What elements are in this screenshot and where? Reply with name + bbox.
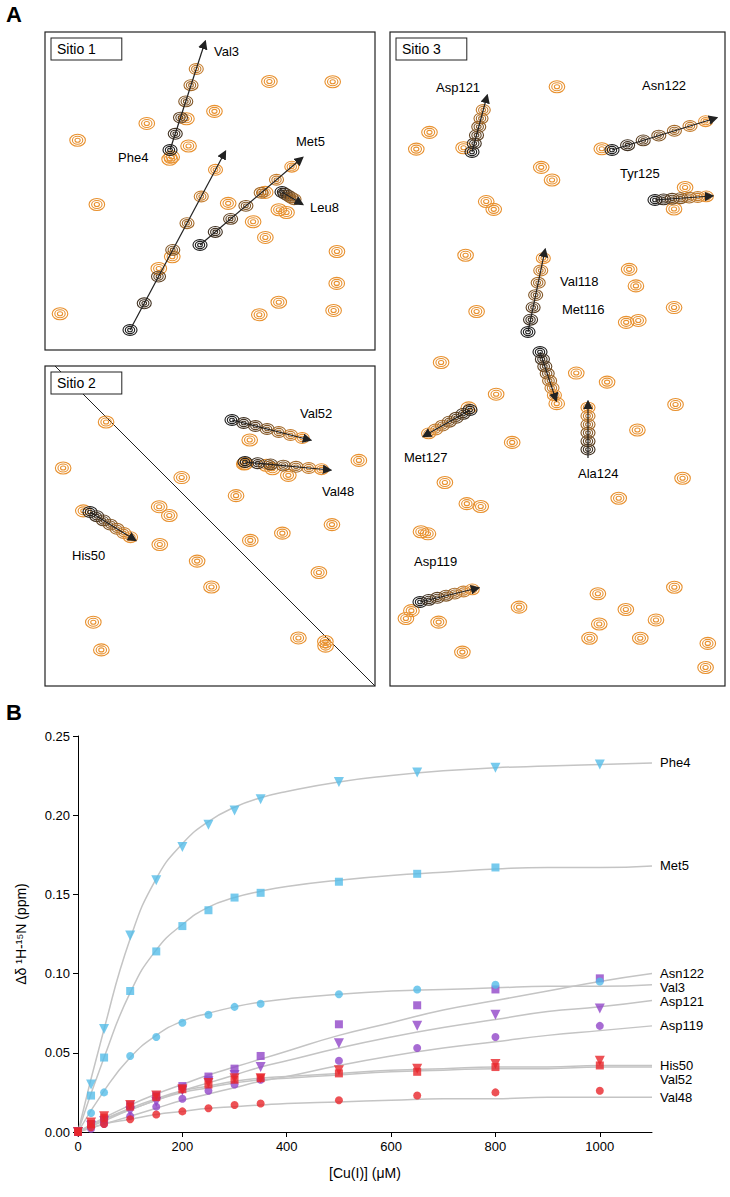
svg-text:Sitio 1: Sitio 1 bbox=[57, 41, 96, 57]
svg-text:Met116: Met116 bbox=[562, 302, 604, 317]
svg-text:600: 600 bbox=[380, 1139, 402, 1154]
svg-text:Asn122: Asn122 bbox=[660, 966, 704, 981]
svg-text:Asn122: Asn122 bbox=[642, 78, 686, 93]
svg-text:Asp119: Asp119 bbox=[660, 1018, 703, 1033]
svg-text:0: 0 bbox=[74, 1139, 81, 1154]
svg-text:Phe4: Phe4 bbox=[118, 150, 148, 165]
svg-text:Val3: Val3 bbox=[214, 44, 239, 59]
svg-text:0.25: 0.25 bbox=[45, 729, 70, 744]
svg-text:Sitio 3: Sitio 3 bbox=[402, 41, 441, 57]
svg-text:A: A bbox=[6, 2, 22, 27]
svg-text:0.00: 0.00 bbox=[45, 1125, 70, 1140]
svg-text:Ala124: Ala124 bbox=[578, 466, 618, 481]
svg-text:Asp121: Asp121 bbox=[436, 80, 480, 95]
svg-text:Met127: Met127 bbox=[404, 450, 447, 465]
svg-text:Phe4: Phe4 bbox=[660, 755, 690, 770]
svg-text:0.15: 0.15 bbox=[45, 887, 70, 902]
svg-text:His50: His50 bbox=[72, 548, 105, 563]
svg-text:Val52: Val52 bbox=[660, 1072, 692, 1087]
svg-text:200: 200 bbox=[172, 1139, 194, 1154]
svg-text:0.20: 0.20 bbox=[45, 808, 70, 823]
svg-text:Asp121: Asp121 bbox=[660, 994, 704, 1009]
svg-text:Asp119: Asp119 bbox=[414, 554, 457, 569]
svg-text:0.10: 0.10 bbox=[45, 966, 70, 981]
svg-text:Leu8: Leu8 bbox=[310, 200, 339, 215]
svg-text:1000: 1000 bbox=[585, 1139, 614, 1154]
svg-text:Val48: Val48 bbox=[322, 484, 354, 499]
svg-text:Met5: Met5 bbox=[296, 134, 325, 149]
svg-text:His50: His50 bbox=[660, 1058, 693, 1073]
svg-text:400: 400 bbox=[276, 1139, 298, 1154]
svg-text:800: 800 bbox=[485, 1139, 507, 1154]
svg-text:0.05: 0.05 bbox=[45, 1045, 70, 1060]
svg-text:Val52: Val52 bbox=[300, 406, 332, 421]
svg-text:Val48: Val48 bbox=[660, 1090, 692, 1105]
svg-text:[Cu(I)] (μM): [Cu(I)] (μM) bbox=[329, 1165, 401, 1181]
svg-text:Met5: Met5 bbox=[660, 858, 689, 873]
svg-text:Sitio 2: Sitio 2 bbox=[57, 375, 96, 391]
svg-text:Tyr125: Tyr125 bbox=[620, 166, 660, 181]
svg-text:Val118: Val118 bbox=[560, 274, 599, 289]
svg-text:Val3: Val3 bbox=[660, 980, 685, 995]
svg-text:Δδ ¹H-¹⁵N (ppm): Δδ ¹H-¹⁵N (ppm) bbox=[13, 883, 29, 985]
html-text:B: B bbox=[6, 700, 22, 725]
